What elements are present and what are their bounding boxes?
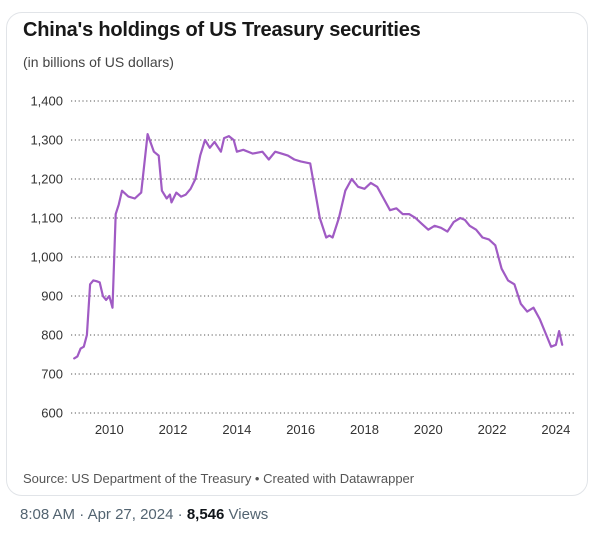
x-tick-label: 2024 <box>541 422 570 437</box>
y-tick-label: 600 <box>41 406 63 421</box>
chart-subtitle: (in billions of US dollars) <box>23 54 174 70</box>
y-tick-label: 1,300 <box>30 133 63 148</box>
x-tick-label: 2016 <box>286 422 315 437</box>
y-tick-label: 800 <box>41 328 63 343</box>
x-axis-labels: 2010 2012 2014 2016 2018 2020 2022 2024 <box>95 422 571 437</box>
chart-title: China's holdings of US Treasury securiti… <box>23 19 421 41</box>
y-tick-label: 1,200 <box>30 172 63 187</box>
views-count: 8,546 <box>186 506 225 523</box>
series-group <box>73 132 564 360</box>
views-label: Views <box>228 506 269 523</box>
x-tick-label: 2020 <box>414 422 443 437</box>
x-tick-label: 2010 <box>95 422 124 437</box>
y-tick-label: 1,100 <box>30 211 63 226</box>
chart-source: Source: US Department of the Treasury • … <box>23 471 415 486</box>
meta-separator: · <box>177 506 183 523</box>
x-tick-label: 2014 <box>222 422 251 437</box>
tweet-time[interactable]: 8:08 AM <box>20 506 76 523</box>
tweet-metadata: 8:08 AM · Apr 27, 2024 · 8,546 Views <box>20 506 268 523</box>
tweet-date[interactable]: Apr 27, 2024 <box>87 506 174 523</box>
gridlines <box>71 100 575 414</box>
chart-card: China's holdings of US Treasury securiti… <box>6 12 588 496</box>
line-chart: 600 700 800 900 1,000 1,100 1,200 1,300 1,400 20… <box>30 94 575 437</box>
y-tick-label: 900 <box>41 289 63 304</box>
y-tick-label: 700 <box>41 367 63 382</box>
x-tick-label: 2012 <box>159 422 188 437</box>
x-tick-label: 2018 <box>350 422 379 437</box>
series-line <box>73 132 564 360</box>
x-tick-label: 2022 <box>478 422 507 437</box>
meta-separator: · <box>79 506 85 523</box>
y-axis-labels: 600 700 800 900 1,000 1,100 1,200 1,300 1,400 <box>30 94 63 421</box>
y-tick-label: 1,400 <box>30 94 63 109</box>
y-tick-label: 1,000 <box>30 250 63 265</box>
